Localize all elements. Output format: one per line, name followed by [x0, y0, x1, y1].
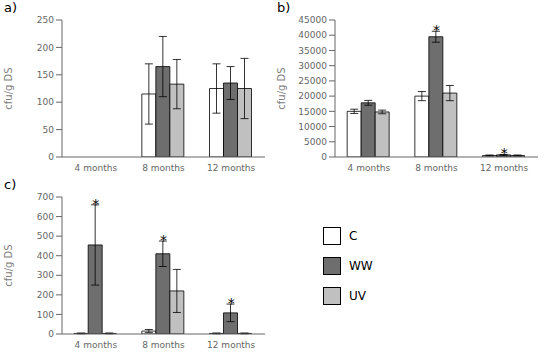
svg-text:*: *	[228, 295, 235, 311]
svg-text:0: 0	[48, 152, 54, 162]
svg-text:cfu/g DS: cfu/g DS	[276, 67, 287, 109]
svg-text:0: 0	[321, 152, 327, 162]
svg-text:12 months: 12 months	[480, 163, 529, 173]
html-text:C: C	[349, 228, 358, 243]
svg-text:*: *	[501, 145, 508, 161]
svg-text:40000: 40000	[298, 30, 327, 40]
svg-text:35000: 35000	[298, 46, 327, 56]
svg-text:700: 700	[37, 192, 54, 202]
html-text:UV: UV	[349, 288, 366, 303]
svg-text:30000: 30000	[298, 61, 327, 71]
svg-text:4 months: 4 months	[75, 340, 118, 350]
svg-text:250: 250	[37, 15, 54, 25]
svg-text:5000: 5000	[304, 137, 327, 147]
html-text:c): c)	[4, 177, 17, 192]
svg-text:4 months: 4 months	[348, 163, 391, 173]
svg-text:100: 100	[37, 97, 54, 107]
svg-text:cfu/g DS: cfu/g DS	[8, 67, 14, 109]
svg-text:8 months: 8 months	[142, 163, 185, 173]
svg-text:15000: 15000	[298, 107, 327, 117]
svg-text:500: 500	[37, 231, 54, 241]
svg-text:*: *	[92, 196, 99, 212]
svg-text:600: 600	[37, 212, 54, 222]
svg-text:300: 300	[37, 270, 54, 280]
svg-text:cfu/g DS: cfu/g DS	[8, 244, 14, 286]
svg-text:100: 100	[37, 310, 54, 320]
html-text:a): a)	[4, 0, 17, 15]
html-text:WW: WW	[349, 258, 373, 273]
svg-text:200: 200	[37, 43, 54, 53]
svg-text:4 months: 4 months	[75, 163, 118, 173]
svg-text:*: *	[433, 22, 440, 38]
svg-text:45000: 45000	[298, 15, 327, 25]
svg-text:400: 400	[37, 251, 54, 261]
svg-text:150: 150	[37, 70, 54, 80]
svg-text:12 months: 12 months	[207, 163, 256, 173]
svg-text:8 months: 8 months	[415, 163, 458, 173]
svg-text:*: *	[160, 232, 167, 248]
svg-text:10000: 10000	[298, 122, 327, 132]
svg-text:25000: 25000	[298, 76, 327, 86]
svg-text:8 months: 8 months	[142, 340, 185, 350]
svg-text:12 months: 12 months	[207, 340, 256, 350]
svg-text:0: 0	[48, 329, 54, 339]
svg-text:200: 200	[37, 290, 54, 300]
svg-text:50: 50	[43, 125, 55, 135]
svg-text:20000: 20000	[298, 91, 327, 101]
html-text:b): b)	[277, 0, 291, 15]
